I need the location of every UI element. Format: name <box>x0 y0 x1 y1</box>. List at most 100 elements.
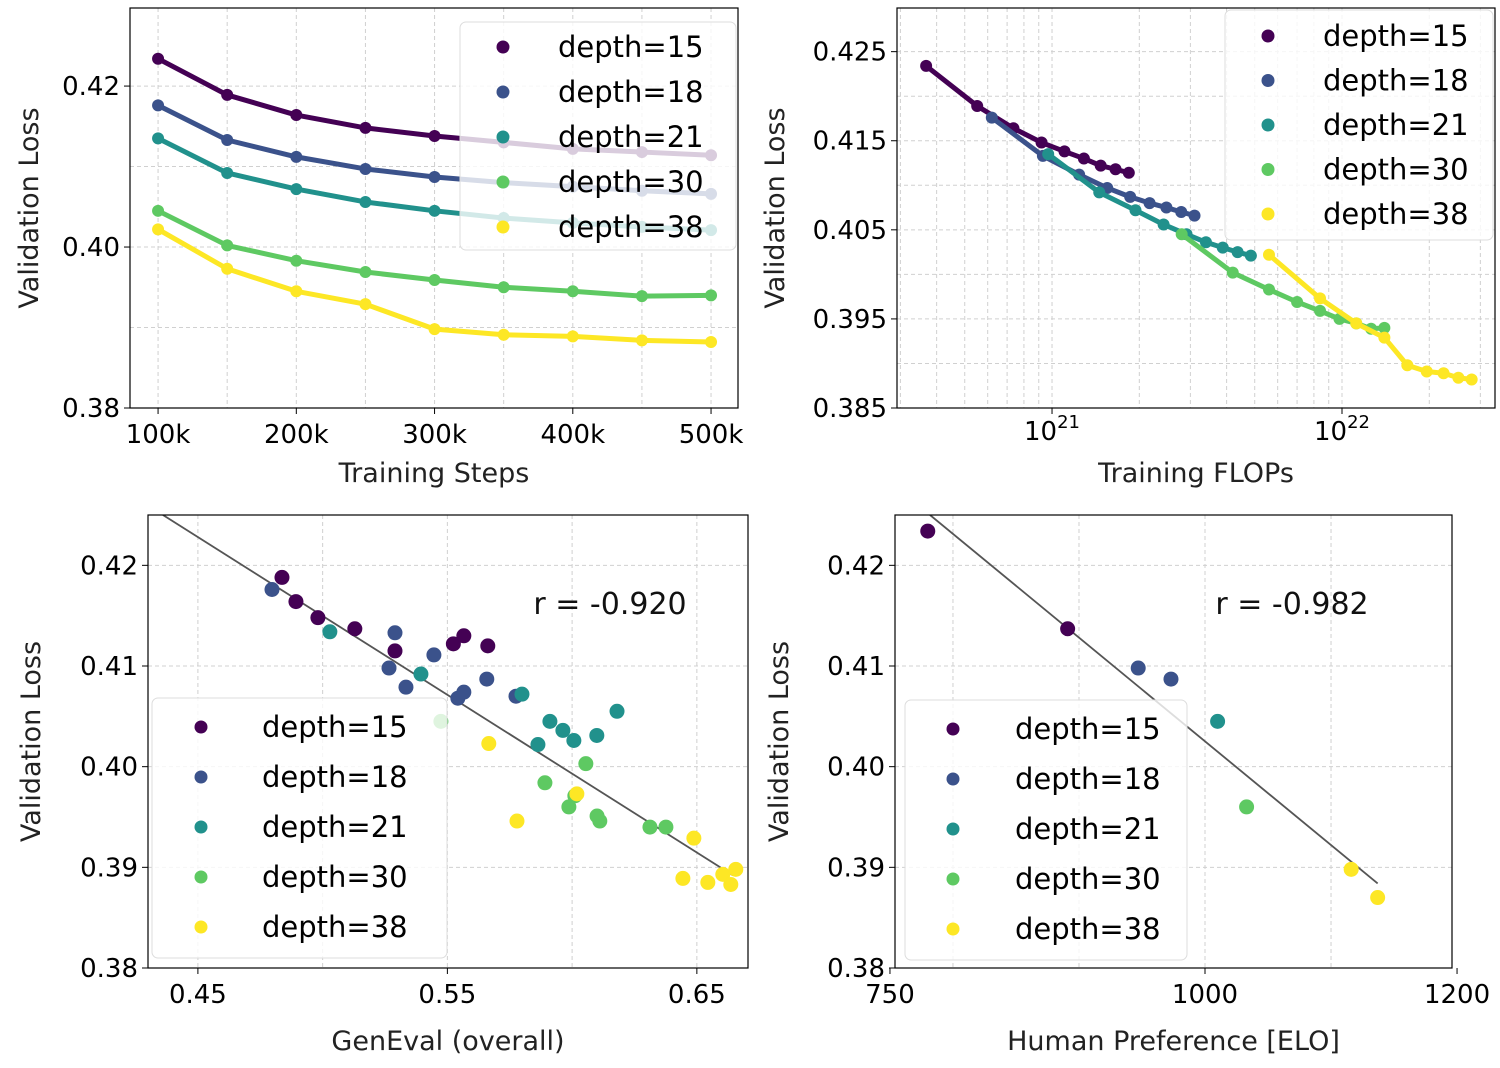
legend: depth=15 depth=18 depth=21 depth=30 depth=38 <box>459 21 737 251</box>
data-point <box>514 686 530 702</box>
series-depth=15 <box>920 59 1135 179</box>
legend-marker <box>496 220 510 234</box>
data-point <box>264 581 280 597</box>
data-point <box>152 99 165 112</box>
data-point <box>290 183 303 196</box>
y-tick-label: 0.395 <box>813 305 887 335</box>
series-line <box>1267 252 1472 382</box>
legend-marker <box>496 40 510 54</box>
legend-marker <box>194 870 208 884</box>
series-depth=21 <box>1210 713 1226 729</box>
data-point <box>1124 190 1137 203</box>
x-tick-label: 1021 <box>1024 412 1080 447</box>
data-point <box>152 204 165 217</box>
legend-entry: depth=15 <box>558 30 704 64</box>
legend-entry: depth=18 <box>262 760 408 794</box>
data-point <box>566 285 579 298</box>
y-axis-label: Validation Loss <box>16 641 47 842</box>
data-point <box>1350 317 1363 330</box>
x-tick-label: 750 <box>865 980 915 1010</box>
data-point <box>920 59 933 72</box>
y-tick-label: 0.42 <box>827 551 885 581</box>
x-tick-label: 0.55 <box>418 980 476 1010</box>
data-point <box>221 166 234 179</box>
legend: depth=15 depth=18 depth=21 depth=30 depth=38 <box>1224 9 1494 241</box>
data-point <box>479 671 495 687</box>
data-point <box>456 628 472 644</box>
data-point <box>1109 163 1122 176</box>
correlation-annotation: r = -0.920 <box>533 587 686 622</box>
data-point <box>221 239 234 252</box>
y-tick-label: 0.405 <box>813 216 887 246</box>
axes-frame <box>894 514 1453 969</box>
data-point <box>1226 266 1239 279</box>
data-point <box>1188 209 1201 222</box>
data-point <box>537 775 553 791</box>
x-tick-label: 1000 <box>1172 980 1238 1010</box>
legend-marker <box>1261 207 1275 221</box>
data-point <box>561 799 577 815</box>
legend-marker <box>1261 74 1275 87</box>
subplot-4: 0.38 0.39 0.40 0.41 0.42 750 1000 1200 Human Pre… <box>764 514 1490 1057</box>
legend-entry: depth=38 <box>262 910 408 944</box>
legend-entry: depth=18 <box>558 75 704 109</box>
data-point <box>456 684 472 700</box>
y-tick-label: 0.38 <box>62 394 120 424</box>
series-depth=38 <box>1262 248 1478 386</box>
y-tick-label: 0.38 <box>80 954 138 984</box>
data-point <box>290 109 303 122</box>
y-axis-label: Validation Loss <box>764 641 795 842</box>
data-point <box>1157 218 1170 231</box>
data-point <box>1262 283 1275 296</box>
correlation-annotation: r = -0.982 <box>1215 587 1368 622</box>
series-depth=18 <box>1130 660 1179 687</box>
y-tick-label: 0.40 <box>827 753 885 783</box>
plot-area <box>920 515 1386 906</box>
data-point <box>359 121 372 134</box>
data-point <box>359 162 372 175</box>
data-point <box>497 281 510 294</box>
data-point <box>578 756 594 772</box>
data-point <box>728 861 744 877</box>
data-point <box>387 643 403 659</box>
legend-entry: depth=30 <box>262 860 408 894</box>
data-point <box>1094 159 1107 172</box>
data-point <box>322 624 338 640</box>
axes-frame <box>129 7 739 409</box>
legend-entry: depth=15 <box>1015 712 1161 746</box>
y-tick-label: 0.42 <box>80 551 138 581</box>
data-point <box>1130 660 1146 676</box>
series-depth=38 <box>1343 861 1386 906</box>
y-tick-label: 0.41 <box>80 652 138 682</box>
legend-entry: depth=21 <box>1015 812 1161 846</box>
data-point <box>642 819 658 835</box>
data-point <box>1314 304 1327 317</box>
data-point <box>152 52 165 65</box>
y-tick-label: 0.39 <box>80 853 138 883</box>
data-point <box>715 866 731 882</box>
x-tick-label: 200k <box>264 420 329 450</box>
series-line <box>924 63 1130 176</box>
data-point <box>509 813 525 829</box>
x-tick-label: 1022 <box>1314 412 1370 447</box>
series-depth=30 <box>433 713 674 835</box>
x-tick-label: 0.65 <box>668 980 726 1010</box>
legend-box <box>904 699 1188 961</box>
data-point <box>428 129 441 142</box>
y-tick-label: 0.41 <box>827 652 885 682</box>
y-tick-label: 0.39 <box>827 853 885 883</box>
legend-marker <box>1261 163 1275 176</box>
series-depth=21 <box>322 624 625 753</box>
data-point <box>1163 671 1179 687</box>
data-point <box>971 99 984 112</box>
legend-marker <box>946 922 960 936</box>
series-depth=38 <box>481 736 744 892</box>
data-point <box>359 195 372 208</box>
subplot-3: 0.38 0.39 0.40 0.41 0.42 0.45 0.55 0.65 GenEval … <box>16 514 749 1057</box>
legend-marker <box>946 822 960 836</box>
data-point <box>426 647 442 663</box>
data-point <box>635 290 648 303</box>
x-tick-label: 500k <box>679 420 744 450</box>
data-point <box>985 111 998 124</box>
